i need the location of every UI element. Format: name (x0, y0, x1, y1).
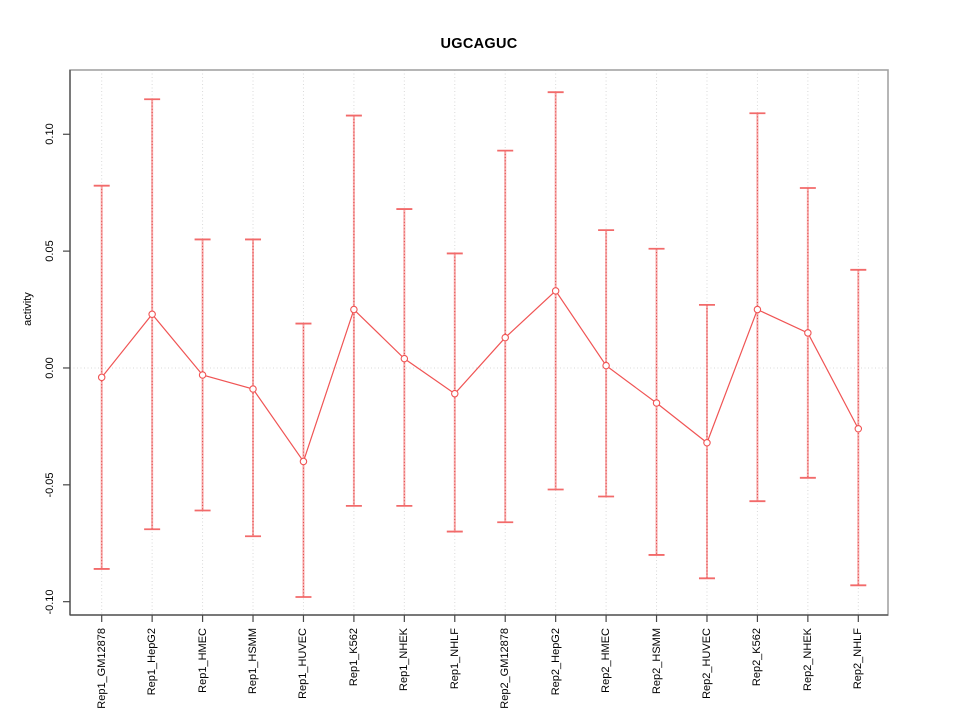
data-point-marker (249, 385, 257, 393)
data-point-marker (551, 287, 560, 295)
data-point-marker (400, 354, 409, 363)
x-tick-label: Rep2_HSMM (650, 628, 663, 695)
x-tick-label: Rep2_HUVEC (700, 628, 713, 699)
x-tick-label: Rep1_HMEC (196, 628, 209, 693)
x-tick-label: Rep2_NHLF (852, 628, 865, 690)
x-tick-label: Rep1_HSMM (247, 628, 260, 695)
data-point-marker (350, 305, 358, 314)
x-tick-label: Rep1_HepG2 (146, 628, 159, 696)
plot-border (69, 69, 889, 616)
data-point-marker (703, 439, 711, 447)
x-tick-label: Rep1_GM12878 (95, 628, 108, 709)
series-line (101, 289, 859, 463)
x-tick-label: Rep2_NHEK (801, 628, 814, 691)
y-tick-label: 0.10 (44, 123, 56, 145)
x-tick-label: Rep1_NHLF (448, 628, 461, 690)
y-tick-label: 0.05 (44, 240, 56, 262)
data-point-marker (148, 310, 156, 318)
data-point-marker (97, 373, 106, 382)
chart-title: UGCAGUC (440, 36, 518, 52)
data-point-marker (804, 329, 812, 337)
data-point-marker (854, 424, 863, 433)
x-tick-label: Rep1_NHEK (398, 628, 411, 691)
x-tick-label: Rep1_K562 (347, 628, 360, 687)
y-tick-label: 0.00 (44, 357, 56, 379)
x-tick-label: Rep1_HUVEC (297, 628, 310, 699)
y-axis-label: activity (22, 292, 34, 326)
x-tick-label: Rep2_HepG2 (549, 628, 562, 696)
data-point-marker (602, 361, 610, 370)
data-point-marker (652, 399, 661, 407)
y-tick-label: -0.05 (44, 472, 56, 498)
data-point-marker (501, 333, 509, 342)
x-tick-label: Rep2_K562 (751, 628, 764, 687)
data-point-marker (753, 305, 762, 314)
x-tick-label: Rep2_HMEC (600, 628, 613, 693)
data-point-marker (451, 389, 459, 398)
data-point-marker (198, 371, 207, 379)
y-tick-label: -0.10 (44, 589, 56, 615)
x-tick-label: Rep2_GM12878 (499, 628, 512, 709)
data-point-marker (299, 457, 308, 466)
